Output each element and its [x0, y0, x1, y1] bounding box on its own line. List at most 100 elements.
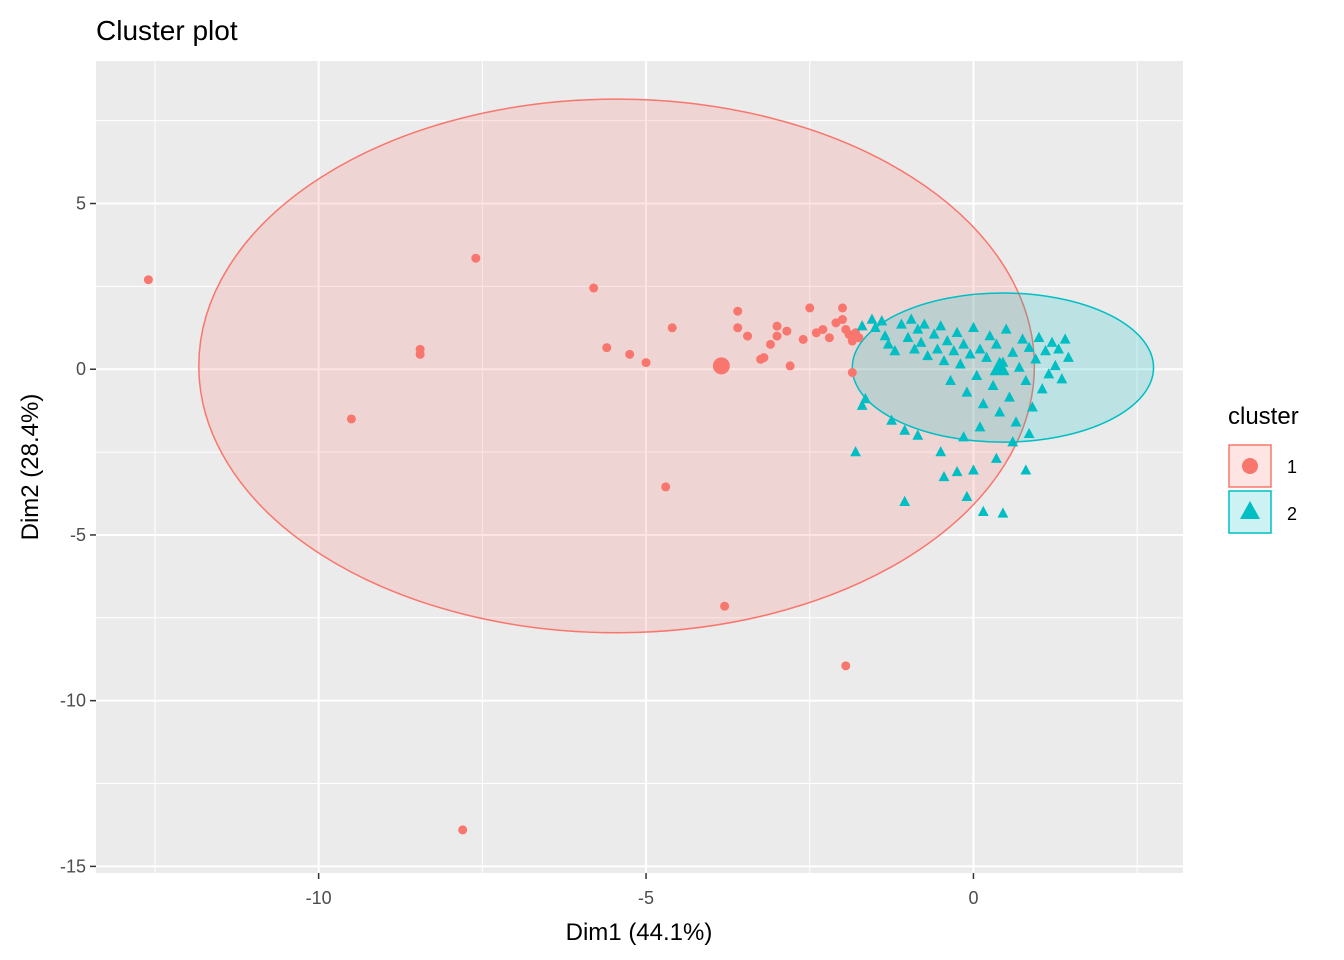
- y-tick-label: -15: [60, 856, 86, 876]
- y-axis: 5 0 -5 -10 -15: [60, 194, 96, 876]
- cluster-2-point: [922, 349, 934, 361]
- cluster-1-point: [346, 414, 356, 424]
- cluster-2-point: [951, 465, 963, 477]
- cluster-centroids: [712, 356, 1010, 376]
- cluster-2-point: [1000, 323, 1012, 334]
- cluster-1-point: [837, 315, 847, 325]
- cluster-2-point: [1049, 359, 1061, 371]
- x-tick-label: -10: [306, 888, 332, 908]
- cluster-2-point: [938, 470, 950, 482]
- legend-label-cluster-2: 2: [1287, 504, 1297, 524]
- cluster-1-point: [841, 661, 851, 671]
- x-axis-title: Dim1 (44.1%): [566, 919, 713, 946]
- legend-item-cluster-2: 2: [1228, 490, 1297, 534]
- cluster-2-point: [977, 398, 989, 409]
- cluster-1-point: [667, 323, 677, 333]
- cluster-1-point: [589, 283, 599, 293]
- cluster-2-point: [987, 379, 999, 390]
- cluster-2-point: [990, 338, 1002, 349]
- cluster-2-point: [1059, 333, 1071, 344]
- cluster-2-point: [1017, 333, 1028, 344]
- cluster-2-point: [997, 507, 1009, 518]
- cluster-1-point: [837, 303, 847, 313]
- cluster-1-point: [743, 331, 753, 341]
- legend: cluster 1 2: [1228, 403, 1299, 534]
- cluster-2-point: [984, 330, 996, 341]
- cluster-2-point: [974, 421, 986, 432]
- x-tick-label: -5: [638, 888, 654, 908]
- legend-item-cluster-1: 1: [1228, 444, 1297, 488]
- cluster-2-point: [932, 343, 943, 354]
- cluster-2-point: [1040, 345, 1051, 356]
- cluster-1-point: [824, 333, 834, 343]
- cluster-1-point: [759, 353, 769, 363]
- cluster-2-point: [1063, 351, 1074, 362]
- cluster-2-point: [1033, 331, 1045, 342]
- cluster-2-point: [1023, 427, 1035, 439]
- cluster-1-point: [641, 358, 651, 368]
- cluster-1-point: [720, 601, 730, 611]
- cluster-2-point: [1020, 374, 1032, 386]
- cluster-2-point: [876, 315, 888, 326]
- cluster-2-point: [1023, 341, 1035, 352]
- y-tick-label: -10: [60, 691, 86, 711]
- cluster-1-ellipse: [198, 98, 1036, 634]
- cluster-2-point: [968, 464, 979, 475]
- y-tick-label: 0: [76, 359, 86, 379]
- cluster-1-point: [471, 253, 481, 263]
- plot-panel: [96, 61, 1183, 873]
- cluster-2-point: [860, 393, 871, 404]
- grid-major: [96, 61, 1183, 873]
- y-tick-label: 5: [76, 194, 86, 214]
- cluster-2-centroid: [989, 356, 1010, 376]
- cluster-2-point: [948, 345, 960, 356]
- cluster-1-point: [415, 349, 425, 359]
- cluster-2-point: [905, 313, 917, 324]
- cluster-1-point: [772, 321, 782, 331]
- cluster-2-point: [1036, 383, 1048, 394]
- cluster-2-point: [1010, 416, 1022, 427]
- cluster-2-point: [928, 328, 940, 339]
- cluster-2-point: [869, 321, 881, 332]
- cluster-2-point: [961, 490, 973, 502]
- cluster-1-point: [602, 343, 612, 353]
- cluster-2-point: [935, 320, 947, 331]
- cluster-1-point: [847, 368, 857, 378]
- cluster-1-point: [798, 334, 808, 344]
- cluster-1-point: [733, 306, 743, 316]
- cluster-2-point: [1053, 343, 1064, 354]
- x-tick-label: 0: [968, 888, 978, 908]
- legend-triangle-icon: [1240, 501, 1260, 519]
- chart-title: Cluster plot: [96, 15, 238, 46]
- cluster-2-point: [994, 406, 1006, 417]
- cluster-2-point: [918, 318, 930, 329]
- cluster-1-point: [661, 482, 671, 492]
- cluster-2-point: [941, 335, 953, 346]
- x-axis: -10 -5 0: [306, 873, 978, 908]
- cluster-2-point: [856, 320, 868, 331]
- cluster-2-point: [938, 354, 950, 366]
- cluster-2-point: [899, 495, 911, 506]
- y-tick-label: -5: [70, 525, 86, 545]
- cluster-2-point: [866, 313, 878, 324]
- cluster-2-point: [902, 331, 914, 342]
- cluster-2-point: [958, 338, 970, 349]
- cluster-1-point: [143, 275, 153, 285]
- legend-label-cluster-1: 1: [1287, 457, 1297, 477]
- y-axis-title: Dim2 (28.4%): [17, 394, 44, 541]
- cluster-2-point: [1030, 353, 1042, 364]
- cluster-2-point: [909, 343, 920, 354]
- cluster-2-point: [951, 326, 963, 337]
- cluster-1-point: [772, 331, 782, 341]
- data-points: [143, 253, 1074, 835]
- legend-key-cluster-2: [1228, 490, 1272, 534]
- cluster-2-point: [974, 343, 986, 354]
- cluster-2-point: [912, 323, 924, 334]
- cluster-1-point: [458, 825, 468, 835]
- cluster-2-point: [961, 386, 973, 397]
- cluster-1-point: [782, 326, 792, 336]
- cluster-1-point: [765, 339, 775, 349]
- cluster-2-point: [1013, 361, 1025, 372]
- cluster-2-point: [971, 369, 983, 381]
